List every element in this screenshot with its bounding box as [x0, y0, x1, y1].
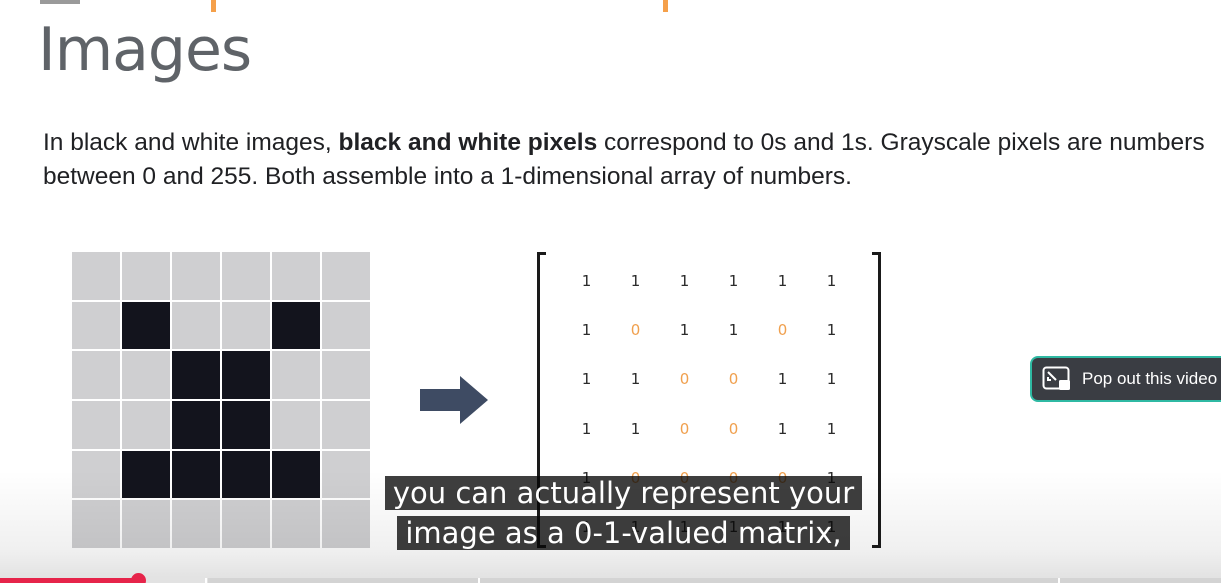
pixel-cell	[172, 301, 220, 350]
pixel-cell	[72, 401, 120, 449]
pixel-cell	[172, 401, 220, 449]
pixel-cell	[322, 351, 370, 399]
pixel-cell	[222, 450, 270, 499]
progress-bar[interactable]	[0, 573, 1221, 583]
matrix-value: 1	[777, 370, 788, 389]
pixel-cell	[272, 401, 320, 449]
pop-out-video-button[interactable]: Pop out this video	[1030, 356, 1221, 402]
pixel-image-grid	[72, 252, 370, 548]
pixel-cell	[172, 252, 220, 300]
pixel-cell	[222, 351, 270, 399]
slide-title: Images	[38, 15, 252, 85]
pixel-cell	[122, 500, 170, 548]
pixel-cell	[272, 252, 320, 300]
description-bold-text: black and white pixels	[338, 129, 598, 156]
caption-line-2: image as a 0-1-valued matrix,	[397, 516, 850, 550]
pixel-cell	[272, 500, 320, 548]
pixel-cell	[222, 500, 270, 548]
caption-line-1: you can actually represent your	[384, 476, 863, 510]
pixel-cell	[222, 301, 270, 350]
caption-line: image as a 0-1-valued matrix,	[0, 513, 1221, 553]
pixel-cell	[272, 301, 320, 350]
pixel-cell	[122, 252, 170, 300]
description-text: In black and white images,	[43, 129, 339, 156]
pixel-cell	[322, 401, 370, 449]
pixel-cell	[122, 401, 170, 449]
pop-out-label: Pop out this video	[1082, 369, 1218, 388]
matrix-value: 1	[581, 271, 592, 290]
matrix-value: 0	[630, 320, 641, 339]
matrix-value: 1	[728, 320, 739, 339]
pixel-cell	[72, 351, 120, 399]
matrix-value: 0	[728, 419, 739, 438]
chapter-marker	[205, 578, 207, 583]
pixel-cell	[322, 301, 370, 350]
pixel-cell	[322, 500, 370, 548]
pixel-cell	[72, 252, 120, 300]
picture-in-picture-icon	[1042, 366, 1070, 390]
pixel-cell	[122, 450, 170, 499]
pixel-cell	[272, 351, 320, 399]
matrix-value: 1	[581, 320, 592, 339]
pixel-cell	[122, 301, 170, 350]
pixel-cell	[222, 252, 270, 300]
matrix-value: 0	[679, 419, 690, 438]
pixel-cell	[72, 500, 120, 548]
header-decoration	[663, 0, 668, 12]
slide-description: In black and white images, black and whi…	[43, 126, 1221, 194]
matrix-value: 1	[581, 370, 592, 389]
progress-scrubber-handle[interactable]	[130, 573, 146, 583]
pixel-cell	[72, 450, 120, 499]
matrix-value: 1	[777, 419, 788, 438]
header-decoration	[211, 0, 216, 12]
right-arrow-icon	[420, 376, 488, 424]
matrix-value: 1	[630, 419, 641, 438]
pixel-cell	[172, 351, 220, 399]
pixel-cell	[122, 351, 170, 399]
pixel-cell	[172, 500, 220, 548]
chapter-marker	[478, 578, 480, 583]
pixel-cell	[72, 301, 120, 350]
pixel-cell	[172, 450, 220, 499]
matrix-value: 1	[630, 271, 641, 290]
matrix-value: 1	[826, 419, 837, 438]
matrix-value: 1	[728, 271, 739, 290]
matrix-value: 1	[826, 370, 837, 389]
matrix-value: 0	[679, 370, 690, 389]
pixel-cell	[322, 252, 370, 300]
header-decoration	[40, 0, 80, 4]
matrix-right-bracket	[872, 252, 881, 548]
caption-line: you can actually represent your	[0, 473, 1221, 513]
matrix-value: 1	[777, 271, 788, 290]
matrix-value: 1	[630, 370, 641, 389]
subtitle-caption: you can actually represent your image as…	[0, 473, 1221, 553]
matrix-value: 1	[826, 271, 837, 290]
matrix-value: 1	[679, 320, 690, 339]
pixel-cell	[272, 450, 320, 499]
matrix-value: 1	[679, 271, 690, 290]
pixel-cell	[322, 450, 370, 499]
progress-played	[0, 578, 138, 583]
matrix-value: 0	[777, 320, 788, 339]
description-text: correspond to 0s and 1s. Grayscale pixel…	[43, 129, 1205, 190]
matrix-value: 1	[581, 419, 592, 438]
matrix-value: 1	[826, 320, 837, 339]
chapter-marker	[1058, 578, 1060, 583]
pixel-cell	[222, 401, 270, 449]
matrix-value: 0	[728, 370, 739, 389]
